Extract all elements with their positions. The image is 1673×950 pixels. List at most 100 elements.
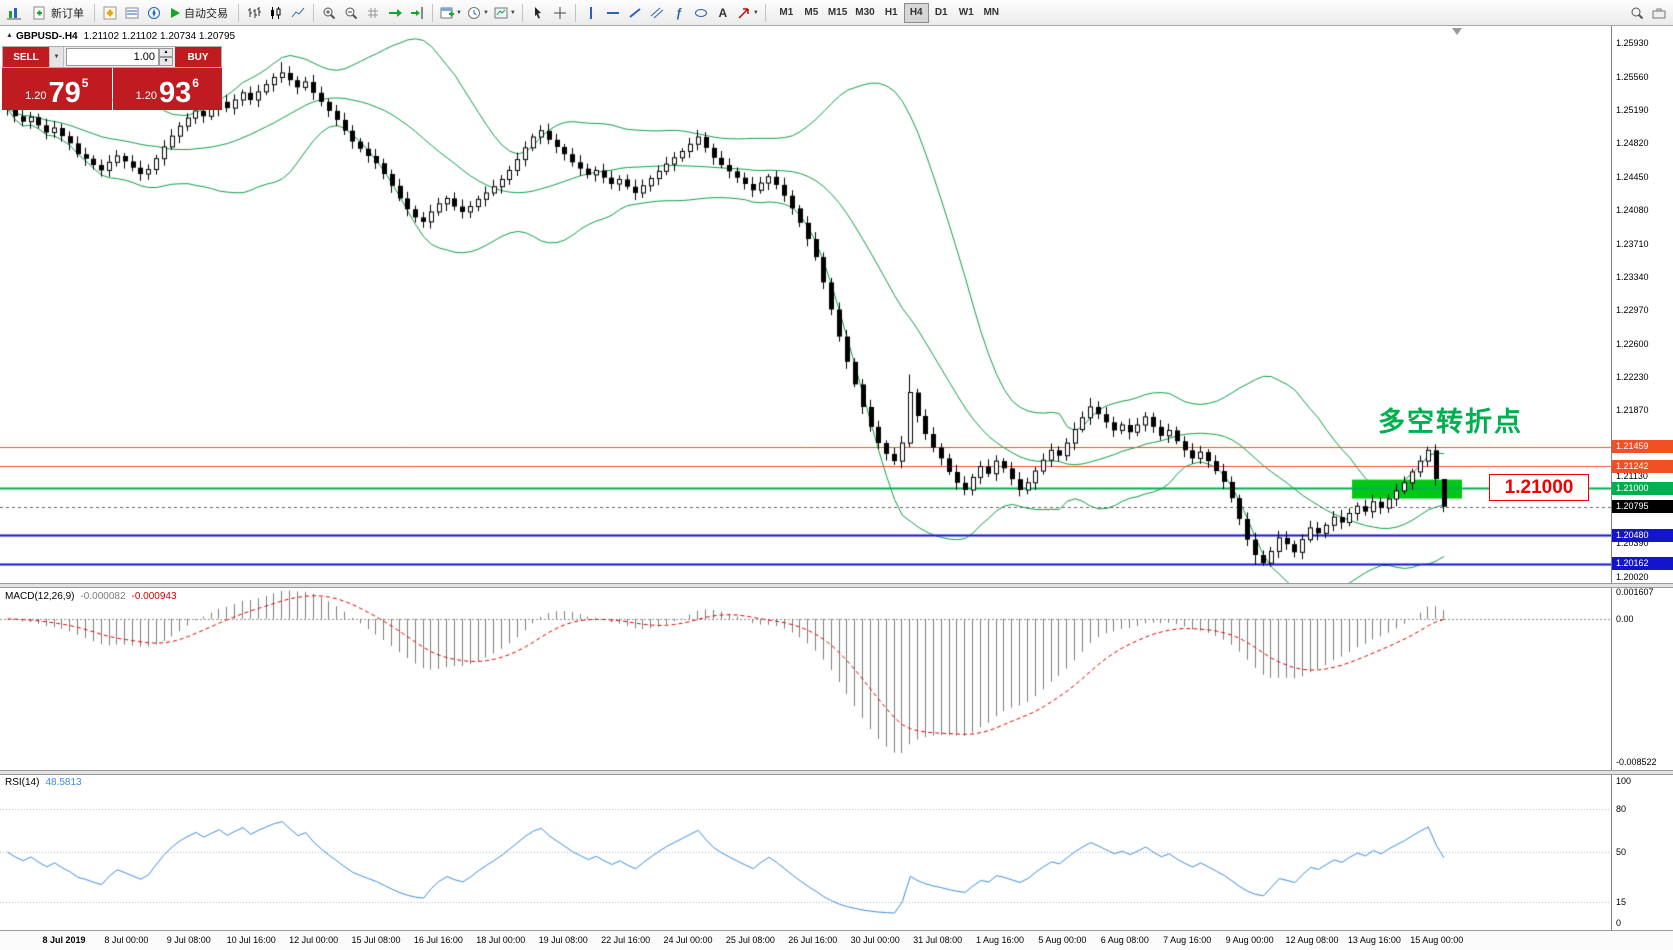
zoom-in-button[interactable] [318, 2, 340, 24]
toolbar-separator [574, 3, 576, 22]
time-axis-label: 7 Aug 16:00 [1163, 935, 1212, 945]
time-axis-label: 1 Aug 16:00 [975, 935, 1025, 945]
app-chart-icon[interactable] [3, 2, 25, 24]
toolbar-separator [313, 3, 314, 22]
ohlc-bars-button[interactable] [243, 2, 265, 24]
new-chart-icon [440, 7, 454, 18]
pane-splitter-macd[interactable] [0, 583, 1673, 588]
new-order-button[interactable]: 新订单 [25, 2, 90, 24]
market-watch-icon [103, 6, 117, 19]
time-axis-label: 26 Jul 16:00 [788, 935, 838, 945]
vertical-line-button[interactable] [580, 2, 602, 24]
navigator-icon [148, 6, 160, 19]
sell-price-small: 1.20 [25, 90, 47, 102]
auto-scroll-icon [389, 8, 402, 17]
text-button[interactable]: A [712, 2, 734, 24]
line-chart-button[interactable] [287, 2, 309, 24]
pane-splitter-rsi[interactable] [0, 770, 1673, 775]
search-button[interactable] [1626, 2, 1648, 24]
price-scale-label: 1.24450 [1616, 171, 1649, 182]
toolbox-button[interactable] [1648, 2, 1670, 24]
volume-stepper: ▲ ▼ [159, 48, 173, 66]
time-axis-label: 6 Aug 08:00 [1100, 935, 1149, 945]
timeframe-button-M5[interactable]: M5 [799, 3, 824, 23]
ohlc-readout: 1.21102 1.21102 1.20734 1.20795 [83, 31, 236, 42]
ellipse-button[interactable] [690, 2, 712, 24]
volume-wrap: ▲ ▼ [64, 47, 175, 67]
templates-icon [494, 7, 508, 18]
price-scale[interactable]: 1.25930 1.25560 1.25190 1.24820 1.24450 1.240… [1611, 26, 1673, 950]
toolbar-separator [521, 3, 523, 22]
timeframe-button-M30[interactable]: M30 [851, 3, 878, 23]
time-axis-label: 8 Jul 00:00 [104, 935, 149, 945]
arrow-icon [738, 7, 749, 19]
ellipse-icon [694, 8, 707, 17]
crosshair-button[interactable] [549, 2, 571, 24]
timeframe-button-MN[interactable]: MN [979, 3, 1004, 23]
volume-down-button[interactable]: ▼ [159, 57, 173, 66]
chart-shift-marker-icon[interactable] [1452, 28, 1462, 35]
sell-price-big: 79 [48, 77, 81, 110]
timeframe-button-M1[interactable]: M1 [774, 3, 799, 23]
buy-price-small: 1.20 [135, 90, 157, 102]
fibonacci-button[interactable]: ƒ [668, 2, 690, 24]
time-axis-label: 31 Jul 08:00 [913, 935, 963, 945]
order-type-dropdown[interactable]: ▼ [49, 47, 64, 67]
cursor-button[interactable] [527, 2, 549, 24]
rsi-scale-label: 50 [1616, 847, 1627, 857]
price-scale-label: 1.25190 [1616, 104, 1649, 115]
auto-scroll-button[interactable] [384, 2, 406, 24]
auto-trading-button[interactable]: 自动交易 [165, 2, 234, 24]
one-click-collapse-icon[interactable]: ▲ [6, 32, 13, 39]
time-axis-label: 30 Jul 00:00 [850, 935, 900, 945]
channel-icon [650, 7, 664, 18]
price-scale-label: 1.20020 [1616, 571, 1649, 582]
data-window-button[interactable] [121, 2, 143, 24]
time-axis[interactable]: 8 Jul 2019 8 Jul 00:00 9 Jul 08:00 10 Jul 1… [0, 930, 1673, 950]
timeframe-button-H4[interactable]: H4 [903, 2, 929, 23]
trendline-icon [629, 7, 641, 18]
new-chart-button[interactable]: ▼ [437, 2, 464, 24]
timeframe-button-D1[interactable]: D1 [929, 3, 954, 23]
timeframe-button-H1[interactable]: H1 [879, 3, 904, 23]
price-tag: 1.21459 [1612, 440, 1673, 454]
candlestick-button[interactable] [265, 2, 287, 24]
horizontal-line-button[interactable] [602, 2, 624, 24]
time-axis-label: 9 Aug 00:00 [1225, 935, 1274, 945]
buy-price-box[interactable]: 1.20 93 6 [112, 68, 222, 110]
toolbar-separator [94, 3, 95, 22]
navigator-button[interactable] [143, 2, 165, 24]
buy-button[interactable]: BUY [175, 47, 221, 67]
periods-button[interactable]: ▼ [464, 2, 491, 24]
chart-shift-button[interactable] [406, 2, 428, 24]
sell-button[interactable]: SELL [3, 47, 49, 67]
price-scale-label: 1.25560 [1616, 71, 1649, 82]
channel-button[interactable] [646, 2, 668, 24]
grid-button[interactable] [362, 2, 384, 24]
auto-trading-label: 自动交易 [184, 7, 228, 20]
ohlc-bars-icon [248, 6, 261, 18]
timeframe-button-M15[interactable]: M15 [824, 3, 851, 23]
price-level-label[interactable]: 1.21000 [1489, 474, 1589, 501]
zoom-out-button[interactable] [340, 2, 362, 24]
timeframe-group: M1 M5 M15 M30 H1 H4 D1 W1 MN [774, 2, 1004, 23]
volume-up-button[interactable]: ▲ [159, 48, 173, 57]
zoom-out-icon [345, 7, 358, 19]
price-scale-label: 1.21870 [1616, 404, 1649, 415]
time-axis-label: 18 Jul 00:00 [476, 935, 526, 945]
chevron-down-icon: ▼ [482, 9, 489, 16]
sell-price-box[interactable]: 1.20 79 5 [2, 68, 112, 110]
text-icon: A [718, 5, 728, 20]
chart-shift-icon [411, 6, 423, 19]
chevron-down-icon: ▼ [456, 9, 462, 16]
trendline-button[interactable] [624, 2, 646, 24]
zoom-in-icon [323, 7, 336, 19]
volume-input[interactable] [66, 48, 159, 66]
rsi-name: RSI(14) [5, 777, 40, 788]
templates-button[interactable]: ▼ [491, 2, 518, 24]
bull-bear-turning-point-annotation[interactable]: 多空转折点 [1378, 407, 1523, 437]
market-watch-button[interactable] [99, 2, 121, 24]
timeframe-button-W1[interactable]: W1 [954, 3, 979, 23]
arrows-button[interactable]: ▼ [734, 2, 761, 24]
